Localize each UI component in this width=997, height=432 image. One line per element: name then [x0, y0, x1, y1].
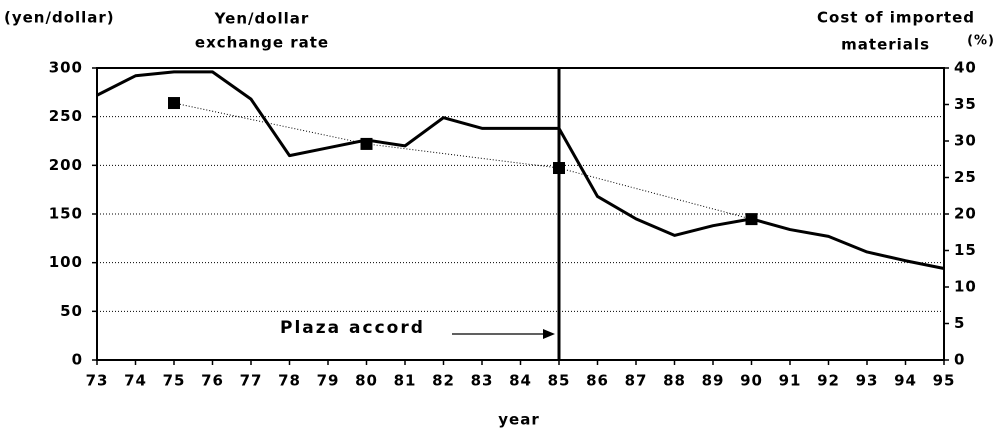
y2-tick-label: 10 — [954, 278, 977, 296]
x-tick-label: 91 — [779, 372, 802, 390]
series-label: exchange rate — [195, 34, 329, 52]
x-tick-label: 90 — [740, 372, 763, 390]
x-tick-label: 74 — [124, 372, 147, 390]
x-tick-label: 95 — [933, 372, 956, 390]
x-tick-label: 76 — [201, 372, 224, 390]
plot-frame — [96, 67, 945, 361]
series-marker — [360, 137, 373, 150]
event-arrowhead — [543, 329, 555, 339]
x-tick-label: 87 — [625, 372, 648, 390]
series-line — [173, 102, 752, 220]
x-tick-label: 81 — [394, 372, 417, 390]
x-tick-label: 88 — [663, 372, 686, 390]
y-axis-label: (yen/dollar) — [4, 9, 115, 27]
x-tick-label: 73 — [86, 372, 109, 390]
series-label: Cost of imported — [817, 9, 975, 27]
y2-tick-label: 35 — [954, 95, 977, 113]
x-tick-label: 75 — [163, 372, 186, 390]
y2-tick-label: 20 — [954, 205, 977, 223]
y-tick-label: 150 — [49, 205, 83, 223]
x-tick-label: 94 — [894, 372, 917, 390]
y2-tick-label: 40 — [954, 59, 977, 77]
y2-tick-label: 30 — [954, 132, 977, 150]
y-tick-label: 250 — [49, 107, 83, 125]
series-label: materials — [841, 36, 930, 54]
x-tick-label: 78 — [278, 372, 301, 390]
x-tick-label: 85 — [548, 372, 571, 390]
y2-axis-label: (%) — [967, 34, 995, 49]
series-marker — [553, 162, 565, 175]
x-tick-label: 79 — [317, 372, 340, 390]
y-tick-label: 300 — [49, 59, 83, 77]
series-marker — [745, 213, 758, 226]
y-tick-label: 200 — [49, 156, 83, 174]
y-tick-label: 0 — [72, 351, 83, 369]
x-tick-label: 77 — [240, 372, 263, 390]
x-tick-label: 89 — [702, 372, 725, 390]
x-tick-label: 86 — [586, 372, 609, 390]
y2-tick-label: 0 — [954, 351, 965, 369]
x-tick-label: 83 — [471, 372, 494, 390]
x-tick-label: 93 — [856, 372, 879, 390]
series-label: Yen/dollar — [214, 10, 310, 28]
x-tick-label: 80 — [355, 372, 378, 390]
y2-tick-label: 5 — [954, 314, 965, 332]
y2-tick-label: 25 — [954, 168, 977, 186]
y-tick-label: 50 — [60, 302, 83, 320]
series-marker — [168, 97, 180, 110]
y2-tick-label: 15 — [954, 241, 977, 259]
x-tick-label: 82 — [432, 372, 455, 390]
x-tick-label: 84 — [509, 372, 532, 390]
event-label: Plaza accord — [280, 318, 425, 338]
x-tick-label: 92 — [817, 372, 840, 390]
x-axis-label: year — [498, 411, 539, 429]
series-line — [96, 70, 945, 270]
y-tick-label: 100 — [49, 253, 83, 271]
